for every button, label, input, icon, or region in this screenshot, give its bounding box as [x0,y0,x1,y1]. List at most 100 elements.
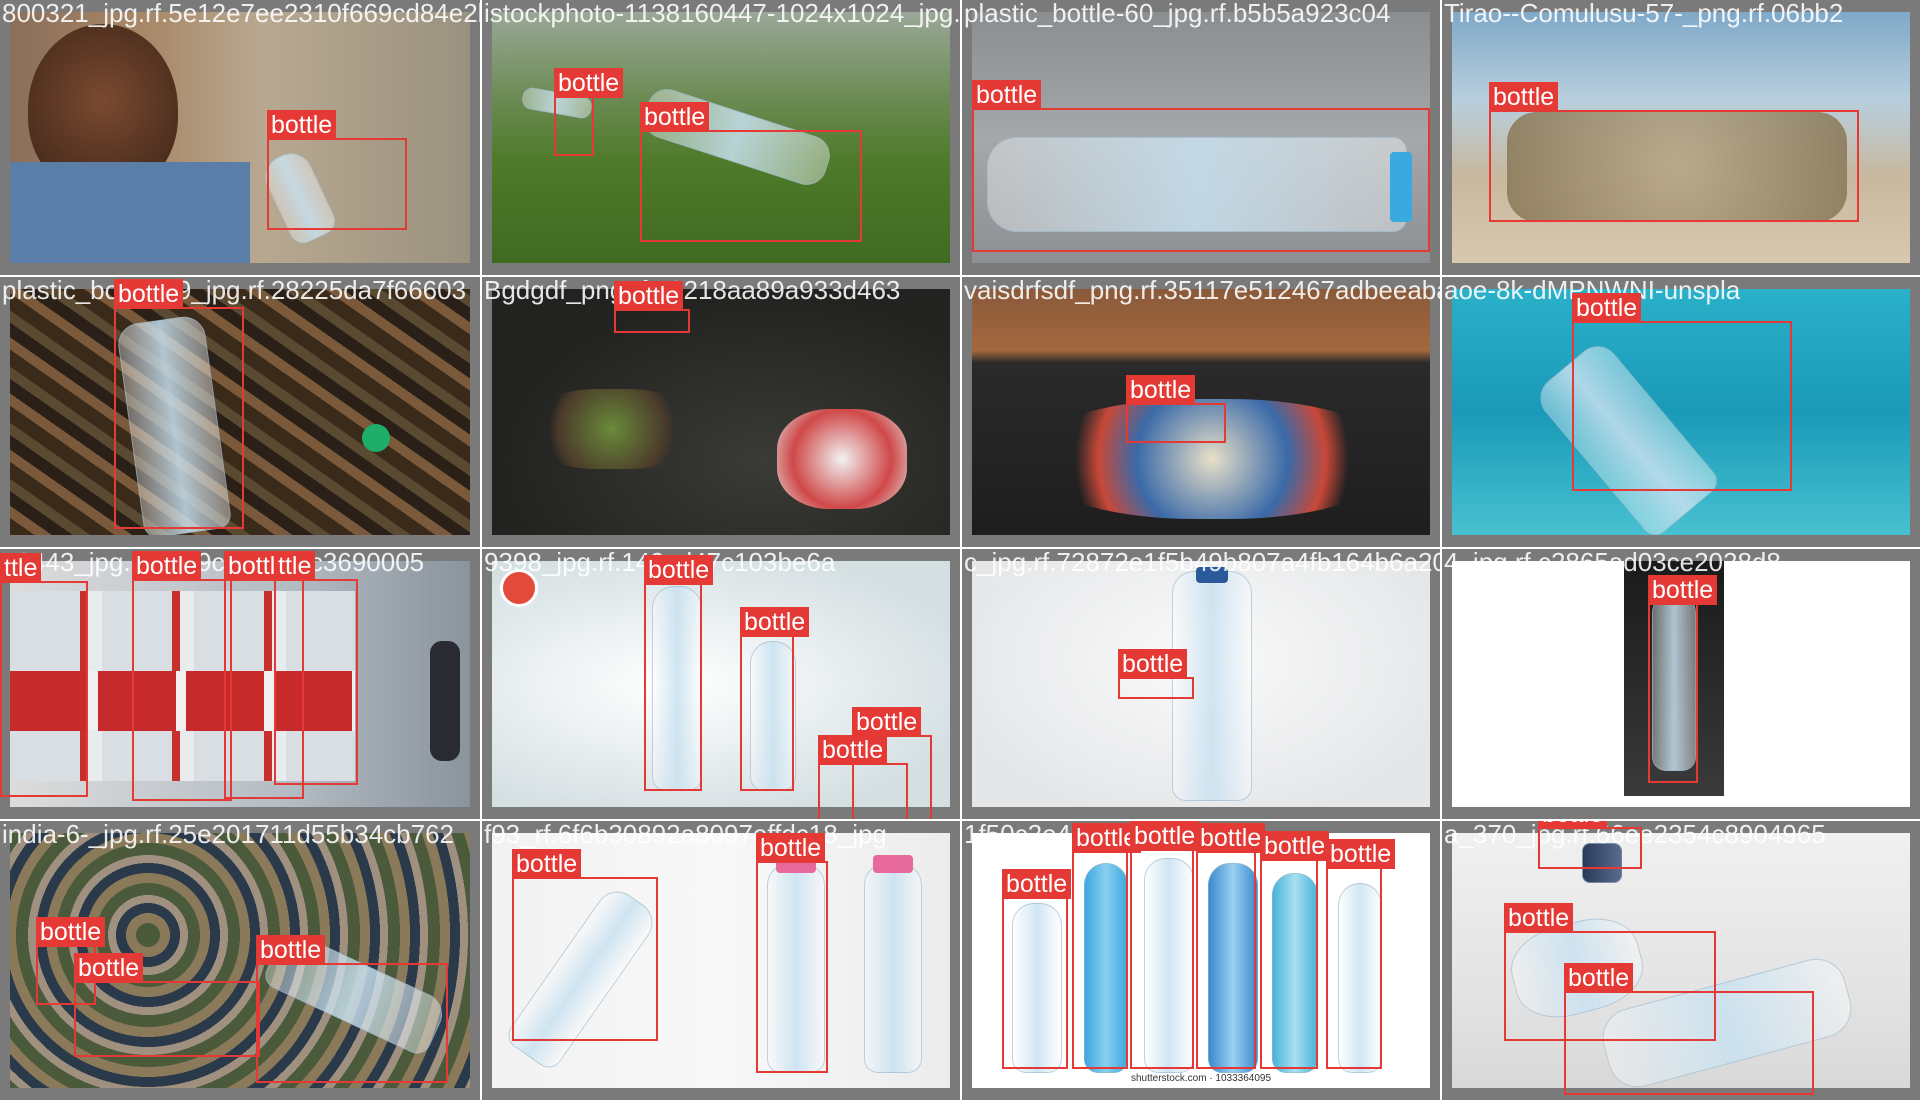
detection-box: bottle [644,555,714,791]
bottle-shape [750,641,796,791]
detection-box: bottle [114,279,244,529]
detection-label: bottle [1130,821,1200,851]
detection-box: bottle [740,607,810,791]
detection-label: bottle [614,281,684,311]
bottle-cap [1196,567,1228,583]
detection-label: bottle [1118,649,1188,679]
detection-box: bottle [512,849,658,1041]
mosaic-tile: india-6-_jpg.rf.25e201711d55b34cb762 bot… [0,821,480,1100]
tile-photo: shutterstock.com · 1033364095 [972,833,1430,1088]
detection-box: bottle [1648,575,1718,783]
tile-photo [492,289,950,535]
detection-label: bottle [512,849,582,879]
bottle-shape [1208,863,1258,1073]
bottle-shape [1084,863,1128,1073]
detection-box: bottle [36,917,106,1005]
bottle-shape [767,863,825,1073]
detection-box: bottle [1260,831,1330,1069]
tile-photo [972,561,1430,807]
bottle-shape [1172,571,1252,801]
bottle-shape [1144,858,1194,1073]
mosaic-tile: c_jpg.rf.72872e1f5b49b807a4fb164b6a2005a… [962,549,1440,819]
mosaic-tile: aoe-8k-dMPNWNI-unspla bottle [1442,277,1920,547]
detection-label: bottle [1538,821,1608,829]
detection-label: bottle [1002,869,1072,899]
detection-label: bottle [644,555,714,585]
tile-photo [972,12,1430,263]
detection-label: bottle [1126,375,1196,405]
detection-label: bottle [740,607,810,637]
detection-box: bottle [74,953,260,1057]
detection-box: bottle [554,68,624,156]
detection-box: bottle [1196,823,1266,1069]
brand-logo [500,569,538,607]
detection-label: bottle [1260,831,1330,861]
detection-box: bottle [852,707,932,819]
detection-label: bottle [132,551,202,581]
mosaic-tile: 4_jpg.rf.c2865ad03ce2028d8 bottle [1442,549,1920,819]
mosaic-tile: plastic_bottle-60_jpg.rf.b5b5a923c04 bot… [962,0,1440,275]
detection-box: bottle [267,110,407,230]
detection-label: bottle [640,102,710,132]
detection-label: bottle [1572,293,1642,323]
detection-box: bottle [614,281,690,333]
detection-label: bottle [114,279,184,309]
mosaic-tile: 800321_jpg.rf.5e12e7ee2310f669cd84e2b8d … [0,0,480,275]
detection-label: bottle [1564,963,1634,993]
waste-pile [1032,399,1392,519]
detection-box: bottle [1072,823,1142,1069]
green-cap [362,424,390,452]
tile-photo [972,289,1430,535]
detection-label: bottle [756,833,826,863]
detection-box: bottle [1130,821,1200,1069]
mosaic-tile: vaisdrfsdf_png.rf.35117e512467adbeeaba b… [962,277,1440,547]
mosaic-tile: Bgdgdf_png.rf.a9218aa89a933d463 bottle [482,277,960,547]
detection-box: bottle [132,551,232,801]
red-label-band [10,671,355,731]
detection-box: bottle [256,935,448,1083]
detection-label: bottle [1326,839,1396,869]
mosaic-tile: a_370_jpg.rf.66ee2354c8904965 bottle bot… [1442,821,1920,1100]
detection-label: ttle [274,551,316,581]
detection-label: bottle [852,707,922,737]
bottle-shape [1652,591,1696,771]
mosaic-tile: tt0443_jpg.rf.5ba9c3af26cfc3690005 ttle … [0,549,480,819]
detection-box: bottle [1538,821,1642,869]
debris [532,389,692,469]
shirt [10,162,250,263]
detection-box: bottle [1489,82,1859,222]
detection-box: bottle [756,833,828,1073]
bottle-cap [1390,152,1412,222]
detection-label: bottle [74,953,144,983]
detection-label: bottle [554,68,624,98]
detection-label: bottle [1504,903,1574,933]
detection-box: bottle [640,102,862,242]
detection-box: bottle [1572,293,1792,491]
detection-label: bottle [818,735,888,765]
tile-photo [492,12,950,263]
detection-label: bottle [36,917,106,947]
bottle-shape [864,863,922,1073]
dirty-bottle [1507,112,1847,222]
detection-box: bottle [1118,649,1194,699]
mosaic-tile: shutterstock.com · 1033364095 1f50c2e4a8… [962,821,1440,1100]
detection-box: bottle [972,80,1430,252]
detection-box: bottle [818,735,908,819]
mosaic-tile: f93_rf.6f6b30892a8097effdc18_jpg bottle … [482,821,960,1100]
detection-label: bottle [256,935,326,965]
detection-label: bottle [1489,82,1559,112]
detection-label: bottle [1196,823,1266,853]
mosaic-tile: plastic_bott_559_jpg.rf.28225da7f66603 b… [0,277,480,547]
stock-caption: shutterstock.com · 1033364095 [1130,1073,1272,1084]
tile-photo [1452,289,1910,535]
detection-box: bottle [1564,963,1814,1095]
detection-box: bottle [1326,839,1396,1069]
detection-box: ttle [274,551,358,785]
plastic-bag [777,409,907,509]
tile-photo [10,289,470,535]
bottle-shape [1012,903,1062,1073]
detection-label: bottle [1648,575,1718,605]
detection-label: ttle [0,553,42,583]
bottle-cap [873,855,913,873]
